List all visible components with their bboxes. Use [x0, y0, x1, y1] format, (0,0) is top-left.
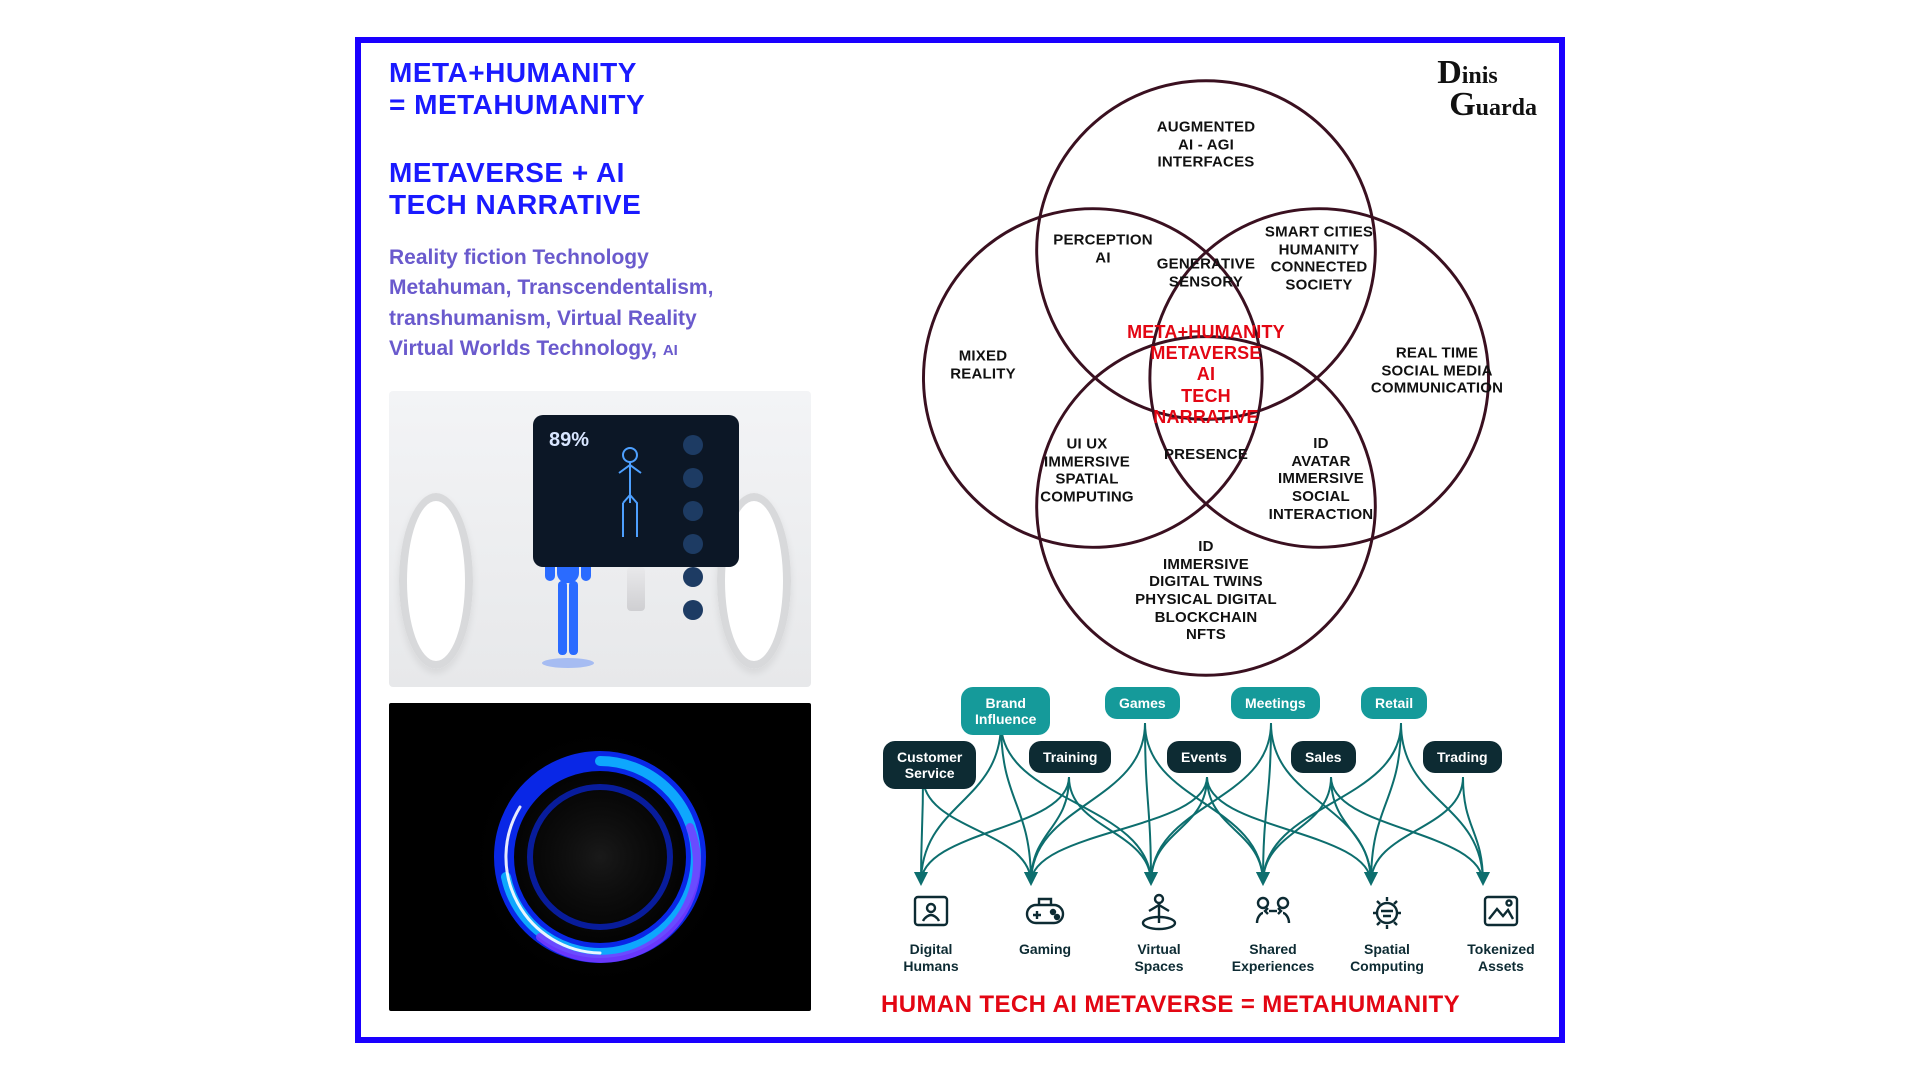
panel-percent: 89%	[549, 429, 589, 452]
icon-cell-virtual-spaces-icon: Virtual Spaces	[1109, 889, 1209, 989]
venn-label-top_left: PERCEPTION AI	[1053, 231, 1153, 266]
tokenized-icon	[1479, 889, 1523, 933]
title-2: METAVERSE + AI TECH NARRATIVE	[389, 157, 641, 221]
title-1: META+HUMANITY = METAHUMANITY	[389, 57, 645, 121]
subtitle: Reality fiction Technology Metahuman, Tr…	[389, 243, 809, 365]
venn-label-bot_right: ID AVATAR IMMERSIVE SOCIAL INTERACTION	[1269, 435, 1374, 523]
icon-label: Tokenized Assets	[1451, 941, 1551, 975]
footer-headline: HUMAN TECH AI METAVERSE = METAHUMANITY	[881, 991, 1460, 1019]
panel-stand	[627, 567, 645, 611]
icon-cell-gaming-icon: Gaming	[995, 889, 1095, 989]
flow-diagram: Brand Influence Games Meetings Retail Custo…	[871, 687, 1551, 887]
venn-label-bottom: ID IMMERSIVE DIGITAL TWINS PHYSICAL DIGI…	[1135, 538, 1277, 644]
icon-label: Virtual Spaces	[1109, 941, 1209, 975]
flow-bot-pill-3: Sales	[1291, 741, 1356, 773]
spatial-comp-icon	[1365, 889, 1409, 933]
panel-human-icon	[609, 445, 651, 545]
digital-humans-icon	[909, 889, 953, 933]
venn-label-top: AUGMENTED AI - AGI INTERFACES	[1157, 118, 1255, 171]
icon-cell-tokenized-icon: Tokenized Assets	[1451, 889, 1551, 989]
venn-diagram: META+HUMANITY METAVERSE AI TECH NARRATIV…	[861, 63, 1551, 693]
venn-label-bot_left: UI UX IMMERSIVE SPATIAL COMPUTING	[1040, 436, 1133, 507]
icon-label: Gaming	[995, 941, 1095, 958]
gaming-icon	[1023, 889, 1067, 933]
icon-cell-spatial-comp-icon: Spatial Computing	[1337, 889, 1437, 989]
flow-bot-pill-2: Events	[1167, 741, 1241, 773]
flow-top-pill-0: Brand Influence	[961, 687, 1050, 735]
icon-cell-digital-humans-icon: Digital Humans	[881, 889, 981, 989]
flow-top-pill-1: Games	[1105, 687, 1180, 719]
infographic-frame: Dinis Guarda META+HUMANITY = METAHUMANIT…	[355, 37, 1565, 1043]
venn-center-label: META+HUMANITY METAVERSE AI TECH NARRATIV…	[1127, 322, 1285, 428]
shared-exp-icon	[1251, 889, 1295, 933]
ui-panel: 89%	[533, 415, 739, 567]
icon-row: Digital Humans Gaming Virtual Spaces Shared…	[881, 889, 1551, 989]
icon-label: Digital Humans	[881, 941, 981, 975]
flow-bot-pill-4: Trading	[1423, 741, 1502, 773]
venn-label-left: MIXED REALITY	[950, 347, 1016, 382]
venn-label-top_right: SMART CITIES HUMANITY CONNECTED SOCIETY	[1265, 224, 1373, 295]
illustration-vortex	[389, 703, 811, 1011]
icon-cell-shared-exp-icon: Shared Experiences	[1223, 889, 1323, 989]
ring-left	[399, 493, 473, 669]
flow-top-pill-3: Retail	[1361, 687, 1427, 719]
flow-bot-pill-1: Training	[1029, 741, 1111, 773]
virtual-spaces-icon	[1137, 889, 1181, 933]
panel-dots	[679, 431, 727, 629]
icon-label: Spatial Computing	[1337, 941, 1437, 975]
icon-label: Shared Experiences	[1223, 941, 1323, 975]
subtitle-ai: AI	[663, 342, 678, 359]
venn-label-bot_mid: PRESENCE	[1164, 446, 1248, 464]
illustration-human-screen: 89%	[389, 391, 811, 687]
flow-bot-pill-0: Customer Service	[883, 741, 976, 789]
venn-label-top_mid: GENERATIVE SENSORY	[1157, 255, 1255, 290]
flow-top-pill-2: Meetings	[1231, 687, 1320, 719]
venn-label-right: REAL TIME SOCIAL MEDIA COMMUNICATION	[1371, 344, 1503, 397]
